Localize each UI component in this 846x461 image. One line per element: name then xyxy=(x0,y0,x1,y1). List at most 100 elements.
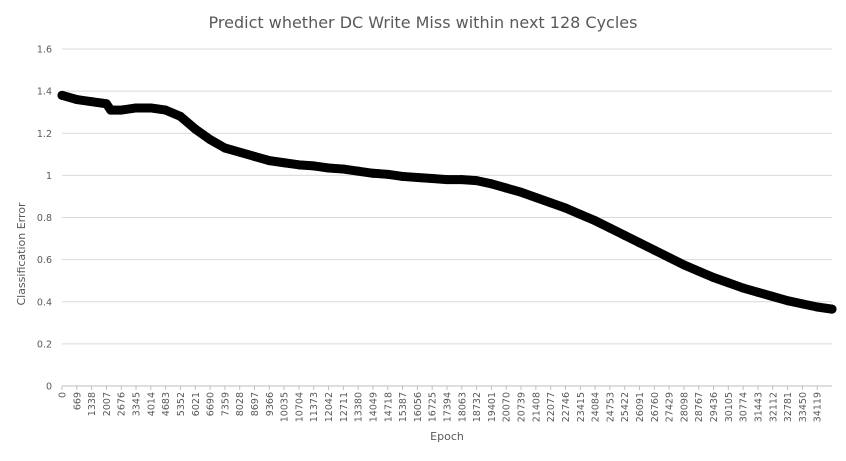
x-tick-label: 22746 xyxy=(561,392,572,422)
data-point xyxy=(664,253,674,263)
x-tick-label: 0 xyxy=(58,392,69,398)
x-tick-label: 14718 xyxy=(383,392,394,422)
x-tick-label: 19401 xyxy=(487,392,498,422)
data-point xyxy=(383,169,393,179)
data-point xyxy=(87,97,97,107)
x-tick-label: 20070 xyxy=(502,392,513,422)
y-tick-label: 0.4 xyxy=(37,297,52,308)
data-point xyxy=(190,124,200,134)
x-tick-label: 1338 xyxy=(87,392,98,416)
data-point xyxy=(57,90,67,100)
x-tick-label: 22077 xyxy=(546,392,557,422)
data-point xyxy=(679,260,689,270)
y-tick-label: 0.6 xyxy=(37,255,52,266)
x-tick-label: 12711 xyxy=(339,392,350,422)
x-tick-label: 28767 xyxy=(694,392,705,422)
y-tick-label: 1.2 xyxy=(37,129,52,140)
data-point xyxy=(338,164,348,174)
x-tick-label: 14049 xyxy=(368,392,379,422)
x-axis-label: Epoch xyxy=(430,430,464,443)
data-point xyxy=(250,151,259,161)
data-point xyxy=(398,171,408,181)
data-point xyxy=(161,105,171,115)
data-point xyxy=(353,166,363,176)
data-point xyxy=(649,245,659,255)
data-point xyxy=(472,176,482,186)
data-point xyxy=(768,291,778,301)
x-tick-label: 12042 xyxy=(324,392,335,422)
data-point xyxy=(72,95,82,105)
data-point xyxy=(812,302,822,312)
x-tick-label: 29436 xyxy=(709,392,720,422)
data-point xyxy=(427,174,437,184)
data-point xyxy=(753,287,763,297)
x-tick-label: 30105 xyxy=(724,392,735,422)
x-tick-label: 20739 xyxy=(517,392,528,422)
y-axis-label: Classification Error xyxy=(15,202,28,306)
x-tick-label: 9366 xyxy=(265,392,276,416)
data-point xyxy=(546,198,556,208)
data-point xyxy=(457,175,467,185)
data-point xyxy=(635,238,644,248)
data-point xyxy=(694,266,704,276)
y-tick-label: 0.8 xyxy=(37,213,52,224)
x-tick-label: 8697 xyxy=(250,392,261,416)
data-point xyxy=(531,192,541,202)
data-point xyxy=(309,161,319,171)
data-point xyxy=(294,160,304,170)
x-tick-label: 16725 xyxy=(428,392,439,422)
data-point xyxy=(442,175,452,185)
grid-lines xyxy=(62,48,832,345)
y-tick-label: 0.2 xyxy=(37,339,52,350)
data-point xyxy=(220,143,230,153)
x-tick-label: 7359 xyxy=(220,392,231,416)
x-tick-label: 24084 xyxy=(591,392,602,422)
x-tick-label: 10035 xyxy=(280,392,291,422)
x-tick-label: 27429 xyxy=(665,392,676,422)
data-point xyxy=(175,111,185,121)
data-point xyxy=(131,103,141,113)
x-tick-label: 26760 xyxy=(650,392,661,422)
x-tick-label: 5352 xyxy=(176,392,187,416)
data-point xyxy=(235,147,245,157)
data-point xyxy=(116,105,126,115)
data-point xyxy=(264,156,274,166)
data-point xyxy=(501,183,511,193)
data-point xyxy=(575,209,585,219)
x-tick-label: 33450 xyxy=(798,392,809,422)
x-tick-label: 32781 xyxy=(783,392,794,422)
chart-title: Predict whether DC Write Miss within nex… xyxy=(209,13,638,32)
x-tick-label: 25422 xyxy=(620,392,631,422)
x-tick-label: 4683 xyxy=(161,392,172,416)
x-tick-label: 15387 xyxy=(398,392,409,422)
x-tick-label: 23415 xyxy=(576,392,587,422)
x-tick-label: 8028 xyxy=(235,392,246,416)
x-tick-label: 28098 xyxy=(679,392,690,422)
data-point xyxy=(516,187,526,197)
data-point xyxy=(723,278,733,288)
data-point xyxy=(709,273,719,283)
x-tick-label: 669 xyxy=(72,392,83,410)
data-point xyxy=(605,223,615,233)
data-point xyxy=(146,103,156,113)
x-tick-label: 3345 xyxy=(132,392,143,416)
y-tick-label: 1.4 xyxy=(37,87,52,98)
x-tick-label: 18063 xyxy=(457,392,468,422)
x-tick-label: 2007 xyxy=(102,392,113,416)
x-tick-label: 11373 xyxy=(309,392,320,422)
x-tick-label: 17394 xyxy=(443,392,454,422)
x-tick-label: 16056 xyxy=(413,392,424,422)
data-point xyxy=(783,296,793,306)
data-point xyxy=(827,304,837,314)
data-point xyxy=(106,105,116,115)
data-point xyxy=(205,135,215,145)
data-point xyxy=(797,299,807,309)
y-tick-label: 0 xyxy=(46,382,52,393)
data-point xyxy=(738,283,748,293)
data-point xyxy=(620,230,630,240)
y-tick-labels: 0 0.2 0.4 0.6 0.8 1 1.2 1.4 1.6 xyxy=(37,45,52,393)
data-point xyxy=(486,179,496,189)
data-point xyxy=(590,216,600,226)
x-tick-label: 6021 xyxy=(191,392,202,416)
